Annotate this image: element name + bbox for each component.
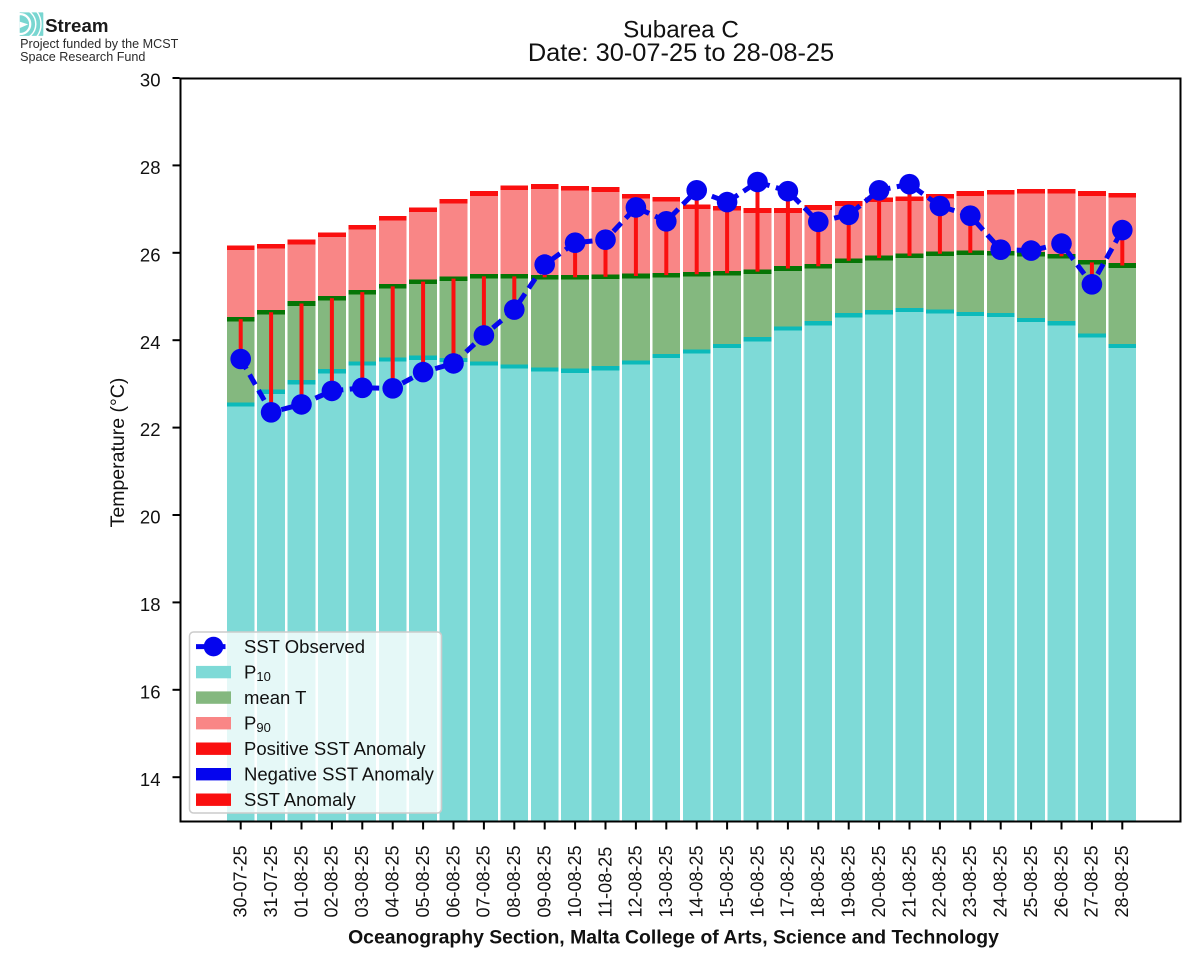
svg-text:20-08-25: 20-08-25 bbox=[869, 845, 889, 917]
svg-text:28: 28 bbox=[140, 157, 161, 178]
svg-text:Positive SST Anomaly: Positive SST Anomaly bbox=[244, 738, 426, 759]
svg-text:30-07-25: 30-07-25 bbox=[231, 845, 251, 917]
svg-text:27-08-25: 27-08-25 bbox=[1082, 845, 1102, 917]
svg-text:04-08-25: 04-08-25 bbox=[383, 845, 403, 917]
svg-text:26: 26 bbox=[140, 244, 161, 265]
svg-text:09-08-25: 09-08-25 bbox=[535, 845, 555, 917]
svg-text:SST Observed: SST Observed bbox=[244, 636, 365, 657]
svg-text:13-08-25: 13-08-25 bbox=[656, 845, 676, 917]
svg-text:30: 30 bbox=[140, 70, 161, 91]
svg-text:22: 22 bbox=[140, 419, 161, 440]
svg-text:06-08-25: 06-08-25 bbox=[443, 845, 463, 917]
svg-text:02-08-25: 02-08-25 bbox=[322, 845, 342, 917]
svg-text:28-08-25: 28-08-25 bbox=[1112, 845, 1132, 917]
svg-text:18: 18 bbox=[140, 594, 161, 615]
svg-text:08-08-25: 08-08-25 bbox=[504, 845, 524, 917]
svg-text:03-08-25: 03-08-25 bbox=[352, 845, 372, 917]
svg-text:15-08-25: 15-08-25 bbox=[717, 845, 737, 917]
svg-text:21-08-25: 21-08-25 bbox=[899, 845, 919, 917]
svg-text:Space Research Fund: Space Research Fund bbox=[20, 50, 145, 64]
svg-text:Subarea C: Subarea C bbox=[623, 16, 739, 43]
svg-text:Negative SST Anomaly: Negative SST Anomaly bbox=[244, 764, 435, 785]
svg-text:16-08-25: 16-08-25 bbox=[747, 845, 767, 917]
svg-text:19-08-25: 19-08-25 bbox=[839, 845, 859, 917]
svg-text:Oceanography Section, Malta Co: Oceanography Section, Malta College of A… bbox=[348, 927, 999, 949]
svg-text:01-08-25: 01-08-25 bbox=[291, 845, 311, 917]
svg-text:Temperature (°C): Temperature (°C) bbox=[107, 378, 129, 528]
svg-text:11-08-25: 11-08-25 bbox=[595, 847, 615, 918]
svg-text:Date: 30-07-25 to 28-08-25: Date: 30-07-25 to 28-08-25 bbox=[528, 39, 834, 67]
svg-text:23-08-25: 23-08-25 bbox=[960, 845, 980, 917]
svg-text:16: 16 bbox=[140, 681, 161, 702]
svg-text:mean T: mean T bbox=[244, 687, 306, 708]
svg-text:20: 20 bbox=[140, 507, 161, 528]
svg-text:25-08-25: 25-08-25 bbox=[1021, 845, 1041, 917]
svg-text:24: 24 bbox=[140, 332, 161, 353]
svg-text:26-08-25: 26-08-25 bbox=[1051, 845, 1071, 917]
svg-text:17-08-25: 17-08-25 bbox=[778, 845, 798, 917]
svg-text:05-08-25: 05-08-25 bbox=[413, 845, 433, 917]
svg-text:22-08-25: 22-08-25 bbox=[930, 845, 950, 917]
svg-text:14-08-25: 14-08-25 bbox=[687, 845, 707, 917]
svg-text:Stream: Stream bbox=[45, 15, 108, 36]
svg-text:SST Anomaly: SST Anomaly bbox=[244, 789, 356, 810]
svg-text:Project funded by the MCST: Project funded by the MCST bbox=[20, 37, 179, 51]
svg-text:14: 14 bbox=[140, 769, 161, 790]
svg-text:18-08-25: 18-08-25 bbox=[808, 845, 828, 917]
svg-text:07-08-25: 07-08-25 bbox=[474, 845, 494, 917]
svg-text:24-08-25: 24-08-25 bbox=[991, 845, 1011, 917]
svg-text:10-08-25: 10-08-25 bbox=[565, 845, 585, 917]
svg-text:31-07-25: 31-07-25 bbox=[261, 845, 281, 917]
svg-text:12-08-25: 12-08-25 bbox=[626, 845, 646, 917]
